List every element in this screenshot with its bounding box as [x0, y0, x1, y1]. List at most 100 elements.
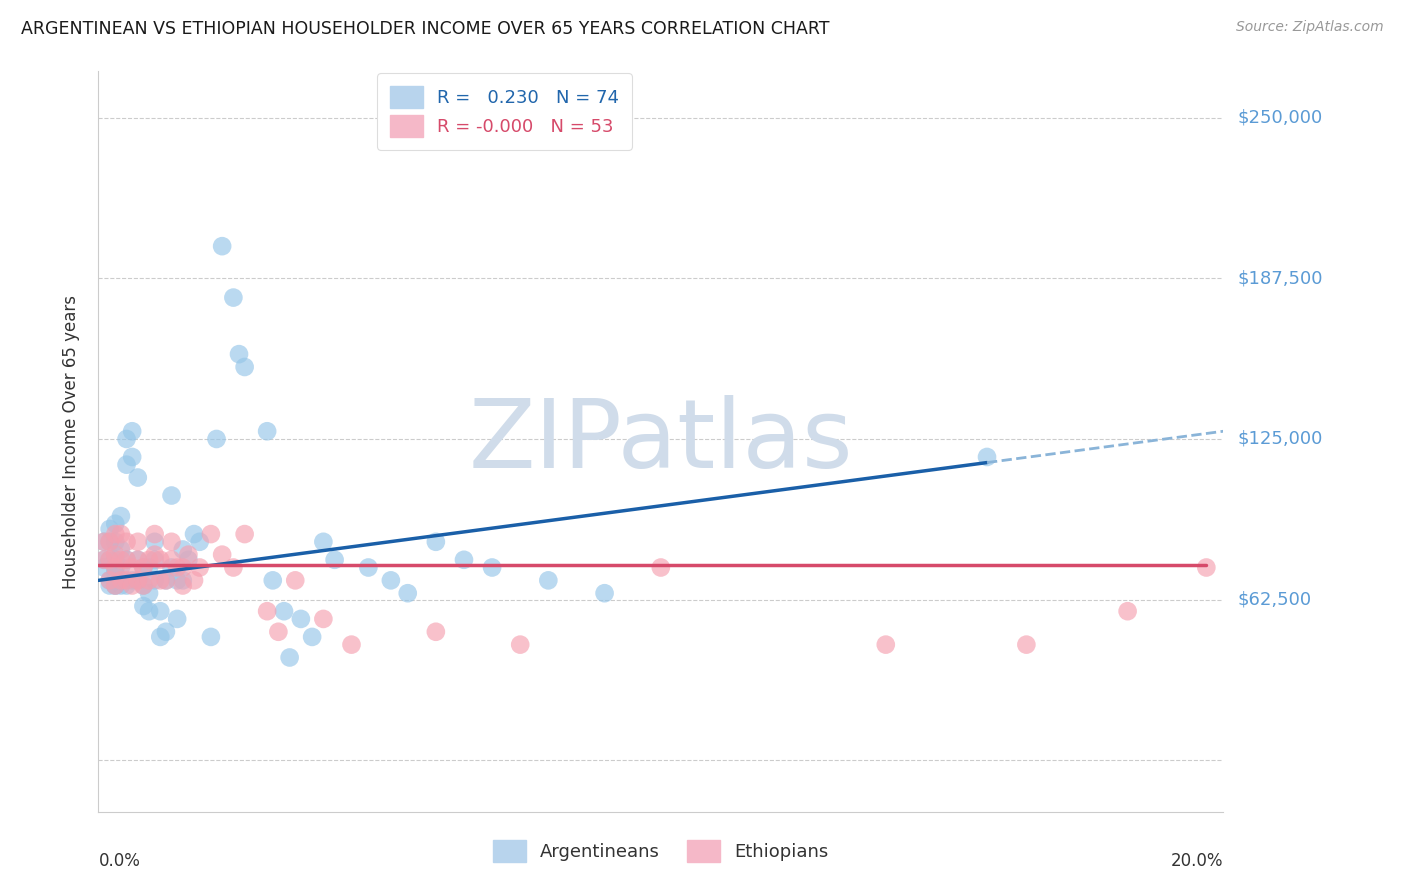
Point — [98, 534, 121, 549]
Text: 0.0%: 0.0% — [98, 853, 141, 871]
Point — [104, 560, 127, 574]
Point — [127, 553, 149, 567]
Point — [93, 560, 115, 574]
Text: ARGENTINEAN VS ETHIOPIAN HOUSEHOLDER INCOME OVER 65 YEARS CORRELATION CHART: ARGENTINEAN VS ETHIOPIAN HOUSEHOLDER INC… — [21, 20, 830, 37]
Text: $125,000: $125,000 — [1237, 430, 1323, 448]
Point — [875, 638, 897, 652]
Point — [93, 553, 115, 567]
Point — [110, 553, 132, 567]
Point — [593, 586, 616, 600]
Point — [143, 534, 166, 549]
Point — [138, 604, 160, 618]
Point — [138, 553, 160, 567]
Y-axis label: Householder Income Over 65 years: Householder Income Over 65 years — [62, 294, 80, 589]
Point — [160, 560, 183, 574]
Point — [121, 560, 143, 574]
Point — [222, 291, 245, 305]
Point — [396, 586, 419, 600]
Point — [127, 574, 149, 588]
Point — [205, 432, 228, 446]
Point — [115, 534, 138, 549]
Point — [121, 578, 143, 592]
Point — [104, 516, 127, 531]
Point — [110, 542, 132, 557]
Point — [273, 604, 295, 618]
Point — [166, 612, 188, 626]
Point — [115, 574, 138, 588]
Point — [211, 548, 233, 562]
Point — [166, 574, 188, 588]
Point — [121, 424, 143, 438]
Point — [104, 578, 127, 592]
Point — [93, 553, 115, 567]
Point — [127, 534, 149, 549]
Point — [98, 534, 121, 549]
Point — [340, 638, 363, 652]
Point — [650, 560, 672, 574]
Point — [290, 612, 312, 626]
Point — [149, 630, 172, 644]
Point — [284, 574, 307, 588]
Point — [172, 574, 194, 588]
Point — [104, 560, 127, 574]
Point — [149, 574, 172, 588]
Point — [312, 612, 335, 626]
Point — [425, 624, 447, 639]
Point — [104, 553, 127, 567]
Point — [98, 578, 121, 592]
Point — [138, 574, 160, 588]
Point — [138, 586, 160, 600]
Point — [188, 534, 211, 549]
Point — [222, 560, 245, 574]
Point — [143, 548, 166, 562]
Text: 20.0%: 20.0% — [1171, 853, 1223, 871]
Point — [155, 574, 177, 588]
Point — [127, 553, 149, 567]
Point — [115, 578, 138, 592]
Text: $62,500: $62,500 — [1237, 591, 1312, 608]
Point — [172, 542, 194, 557]
Point — [172, 560, 194, 574]
Point — [121, 574, 143, 588]
Point — [115, 432, 138, 446]
Point — [453, 553, 475, 567]
Point — [160, 553, 183, 567]
Point — [104, 548, 127, 562]
Point — [166, 560, 188, 574]
Point — [278, 650, 301, 665]
Point — [256, 604, 278, 618]
Point — [172, 578, 194, 592]
Point — [132, 599, 155, 613]
Point — [110, 560, 132, 574]
Text: $187,500: $187,500 — [1237, 269, 1323, 287]
Point — [312, 534, 335, 549]
Point — [110, 578, 132, 592]
Point — [976, 450, 998, 464]
Legend: Argentineans, Ethiopians: Argentineans, Ethiopians — [486, 833, 835, 870]
Point — [183, 574, 205, 588]
Point — [98, 574, 121, 588]
Point — [104, 527, 127, 541]
Point — [138, 560, 160, 574]
Point — [143, 574, 166, 588]
Point — [183, 527, 205, 541]
Point — [509, 638, 531, 652]
Point — [233, 359, 256, 374]
Point — [1195, 560, 1218, 574]
Point — [256, 424, 278, 438]
Point — [98, 574, 121, 588]
Point — [155, 624, 177, 639]
Point — [357, 560, 380, 574]
Point — [104, 578, 127, 592]
Text: Source: ZipAtlas.com: Source: ZipAtlas.com — [1236, 20, 1384, 34]
Point — [267, 624, 290, 639]
Point — [93, 534, 115, 549]
Point — [98, 553, 121, 567]
Point — [425, 534, 447, 549]
Point — [149, 604, 172, 618]
Point — [262, 574, 284, 588]
Point — [115, 553, 138, 567]
Point — [104, 578, 127, 592]
Point — [115, 458, 138, 472]
Point — [537, 574, 560, 588]
